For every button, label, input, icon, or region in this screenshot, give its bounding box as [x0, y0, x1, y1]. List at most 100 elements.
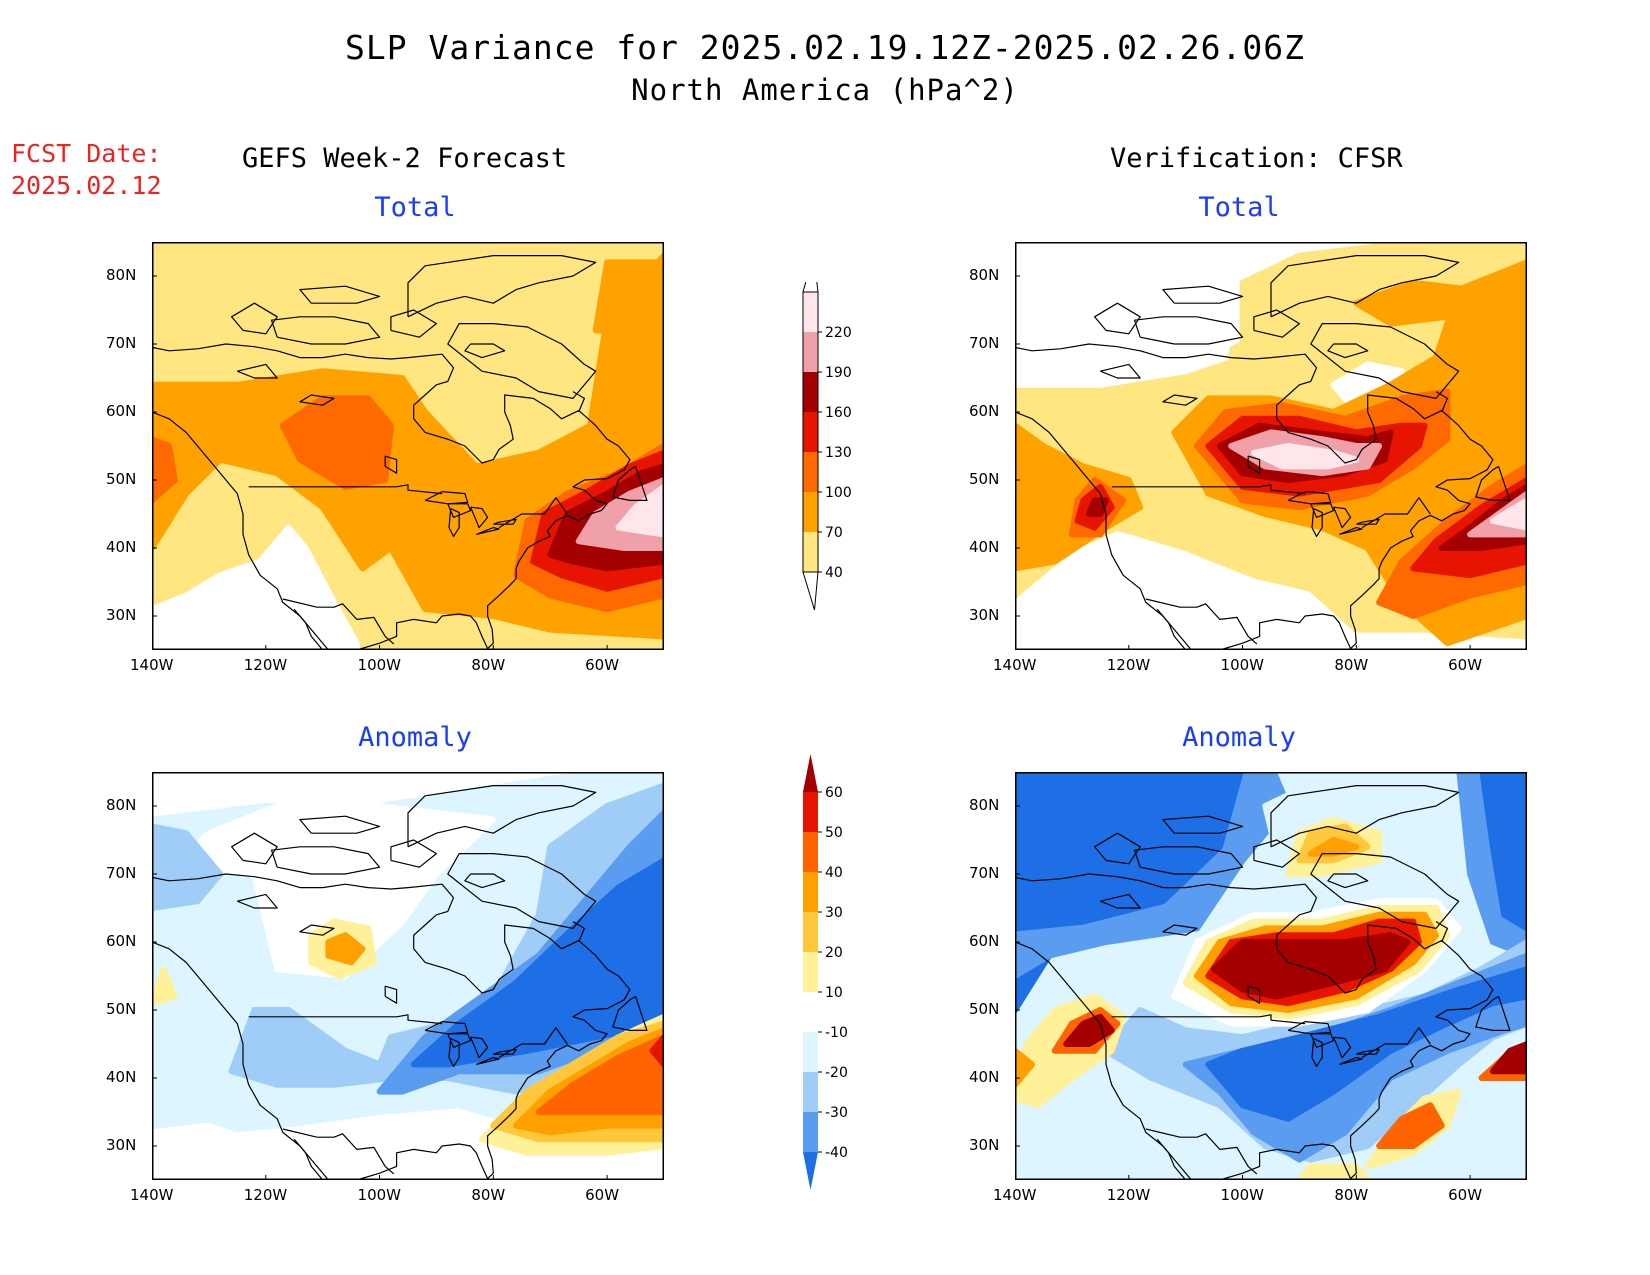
colorbar-frame	[802, 291, 819, 573]
lat-tick-label: 80N	[106, 796, 137, 814]
lon-tick-label: 60W	[1448, 1186, 1483, 1204]
coastline	[230, 302, 278, 335]
coastline	[248, 484, 443, 495]
coastline	[1100, 363, 1141, 379]
lon-tick-label: 60W	[585, 1186, 620, 1204]
main-subtitle: North America (hPa^2)	[631, 73, 1019, 107]
lat-tick-label: 30N	[106, 1136, 137, 1154]
coastline	[384, 455, 398, 474]
coastline	[1100, 893, 1141, 909]
coastline	[464, 343, 506, 359]
contour-region	[1489, 1041, 1527, 1075]
lon-tick-label: 140W	[130, 656, 174, 674]
main-title: SLP Variance for 2025.02.19.12Z-2025.02.…	[345, 28, 1305, 67]
coastline	[1015, 343, 1494, 650]
lon-tick-label: 100W	[1220, 1186, 1265, 1204]
lat-tick-label: 70N	[106, 864, 137, 882]
coastline	[476, 1057, 500, 1065]
colorbar-swatch	[803, 872, 818, 912]
lon-tick-label: 80W	[1334, 1186, 1369, 1204]
lat-tick-label: 70N	[969, 864, 1000, 882]
coastline	[237, 893, 278, 909]
lat-tick-label: 70N	[106, 334, 137, 352]
panel-frame	[152, 772, 664, 1180]
coastline	[299, 924, 335, 936]
coastline	[1327, 343, 1369, 359]
panel-frame	[1015, 242, 1527, 650]
lat-tick-label: 80N	[969, 796, 1000, 814]
colorbar-swatch	[803, 1032, 818, 1072]
lat-tick-label: 40N	[969, 1068, 1000, 1086]
fcst-label: FCST Date:	[11, 139, 162, 168]
coastline	[1111, 484, 1306, 495]
lat-tick-label: 30N	[106, 606, 137, 624]
colorbar-label: 30	[825, 905, 843, 921]
contour-region	[410, 857, 664, 1068]
coastline	[299, 394, 335, 406]
lat-tick-label: 60N	[969, 932, 1000, 950]
lat-tick-label: 60N	[106, 932, 137, 950]
colorbar-swatch	[803, 792, 818, 832]
coastline	[448, 508, 460, 537]
coastline	[1327, 873, 1369, 889]
coastline	[1247, 455, 1261, 474]
coastline	[1162, 924, 1198, 936]
coastline	[447, 503, 472, 518]
coastline	[1093, 302, 1141, 335]
coastline	[390, 309, 437, 338]
colorbar-label: 160	[825, 405, 852, 421]
colorbar-label: -30	[825, 1105, 848, 1121]
lon-tick-label: 100W	[357, 656, 402, 674]
coastline	[1145, 1128, 1258, 1175]
coastline	[1270, 255, 1460, 318]
coastline	[1310, 503, 1335, 518]
coastline	[1356, 518, 1380, 525]
coastline	[498, 1027, 568, 1059]
contour-region	[535, 1034, 664, 1115]
coastline	[230, 832, 278, 865]
coastline	[1333, 1036, 1352, 1059]
colorbar-upper-arrow	[803, 754, 818, 792]
coastline	[293, 1138, 324, 1180]
lon-tick-label: 140W	[993, 1186, 1037, 1204]
coastline	[1145, 598, 1258, 645]
coastline	[282, 598, 395, 645]
colorbar-lower-arrow	[802, 571, 819, 611]
coastline	[447, 322, 597, 399]
contour-region	[592, 259, 664, 334]
coastline	[1133, 316, 1244, 345]
coastline	[1356, 1048, 1380, 1055]
map-panel-forecast-total	[152, 242, 664, 650]
coastline	[1310, 322, 1460, 399]
coastline	[270, 846, 381, 875]
lat-tick-label: 30N	[969, 1136, 1000, 1154]
colorbar-label: -40	[825, 1145, 848, 1161]
coastline	[152, 343, 631, 650]
lat-tick-label: 60N	[969, 402, 1000, 420]
map-panel-verification-total	[1015, 242, 1527, 650]
colorbar-label: 130	[825, 445, 852, 461]
lat-tick-label: 30N	[969, 606, 1000, 624]
coastline	[1475, 995, 1511, 1031]
coastline	[1162, 285, 1244, 304]
panel-bl-subtitle: Anomaly	[358, 722, 472, 753]
lat-tick-label: 50N	[106, 470, 137, 488]
colorbar-label: 60	[825, 785, 843, 801]
map-panel-forecast-anomaly	[152, 772, 664, 1180]
fcst-date-value: 2025.02.12	[11, 171, 162, 200]
coastline	[270, 316, 381, 345]
coastline	[1253, 309, 1300, 338]
colorbar-swatch	[803, 332, 818, 372]
coastline	[384, 985, 398, 1004]
colorbar-swatch	[803, 492, 818, 532]
contour-region	[325, 932, 366, 966]
coastline	[152, 411, 329, 650]
coastline	[1111, 1014, 1306, 1025]
coastline	[293, 608, 324, 650]
lat-tick-label: 60N	[106, 402, 137, 420]
right-column-heading: Verification: CFSR	[1110, 143, 1403, 174]
contour-region	[1015, 242, 1235, 388]
lat-tick-label: 50N	[106, 1000, 137, 1018]
coastline	[237, 363, 278, 379]
lat-tick-label: 40N	[106, 1068, 137, 1086]
